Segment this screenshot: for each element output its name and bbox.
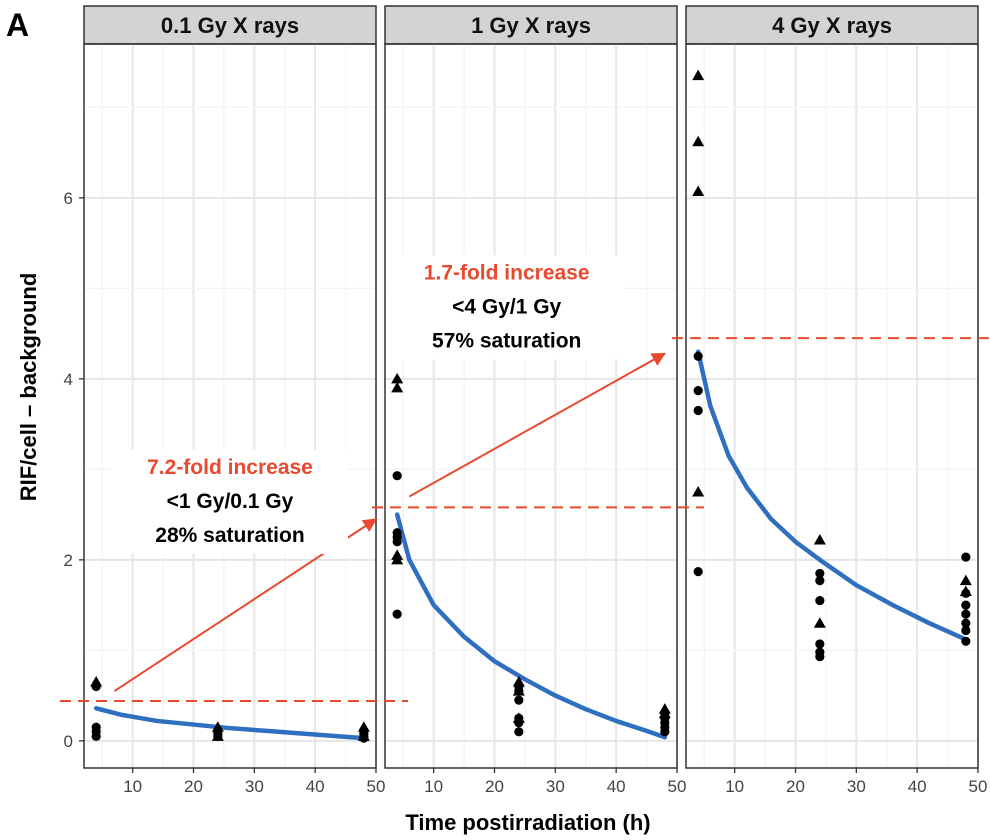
annotation-background: [388, 255, 625, 360]
data-point-circle: [693, 405, 703, 416]
data-point-triangle: [90, 676, 103, 687]
data-point-circle: [815, 639, 825, 649]
data-point-triangle: [692, 135, 705, 147]
facet-panel: 0.1 Gy X rays 10 20 30 40 50: [83, 5, 386, 796]
data-point-triangle: [959, 574, 972, 586]
data-point-triangle: [357, 730, 370, 741]
x-tick-label: 30: [546, 777, 565, 796]
fold-increase-arrow: [408, 352, 667, 498]
x-tick-label: 40: [607, 777, 626, 796]
data-point-circle: [392, 609, 402, 619]
x-tick-label: 20: [485, 777, 504, 796]
y-tick-label: 0: [64, 732, 73, 751]
x-tick-label: 50: [668, 777, 687, 796]
facet-title: 0.1 Gy X rays: [161, 13, 299, 38]
grid: [84, 44, 377, 768]
panel-border: [83, 43, 377, 769]
y-tick-label: 2: [64, 551, 73, 570]
facet-strip: [685, 5, 979, 45]
data-point-circle: [91, 731, 101, 741]
data-point-circle: [961, 625, 971, 636]
data-point-circle: [961, 600, 971, 610]
annotation-detail-text: 57% saturation: [432, 329, 581, 352]
data-point-circle: [961, 609, 971, 619]
data-point-triangle: [391, 553, 404, 565]
x-tick-label: 10: [725, 777, 744, 796]
data-point-triangle: [692, 185, 705, 197]
facet-title: 4 Gy X rays: [772, 13, 892, 38]
data-point-triangle: [692, 485, 705, 497]
fit-curve: [695, 349, 969, 642]
annotation-detail-text: <4 Gy/1 Gy: [452, 295, 561, 318]
data-point-triangle: [391, 381, 404, 393]
data-point-circle: [392, 471, 402, 481]
data-point-triangle: [813, 533, 826, 545]
y-tick-label: 4: [64, 370, 73, 389]
data-point-circle: [815, 576, 825, 586]
data-point-triangle: [959, 585, 972, 597]
fit-curve: [394, 512, 668, 740]
data-point-triangle: [391, 372, 404, 384]
grid: [385, 44, 678, 768]
annotation-background: [112, 449, 348, 554]
facet-panel: 1 Gy X rays 10 20 30 40 50: [384, 5, 687, 796]
x-tick-label: 20: [786, 777, 805, 796]
data-point-triangle: [692, 69, 705, 81]
data-point-circle: [660, 727, 670, 737]
panel-border: [685, 43, 979, 769]
data-point-circle: [693, 386, 703, 396]
data-point-circle: [815, 568, 825, 579]
data-point-triangle: [813, 617, 826, 628]
fold-increase-annotation: 7.2-fold increase <1 Gy/0.1 Gy 28% saturat…: [112, 449, 348, 554]
data-point-circle: [815, 652, 825, 662]
annotation-fold-text: 7.2-fold increase: [147, 456, 313, 479]
data-point-circle: [961, 618, 971, 628]
data-point-circle: [815, 595, 825, 606]
x-tick-label: 10: [424, 777, 443, 796]
data-point-circle: [961, 552, 971, 562]
x-tick-label: 10: [123, 777, 142, 796]
facet-strip: [83, 5, 377, 45]
data-point-circle: [514, 727, 524, 737]
y-tick-label: 6: [64, 189, 73, 208]
x-axis-title: Time postirradiation (h): [405, 810, 650, 835]
x-tick-label: 40: [306, 777, 325, 796]
data-point-triangle: [512, 712, 525, 723]
data-point-triangle: [512, 676, 525, 687]
annotation-detail-text: 28% saturation: [155, 524, 304, 547]
y-axis-title: RIF/cell – background: [16, 273, 41, 502]
annotation-detail-text: <1 Gy/0.1 Gy: [167, 490, 294, 513]
data-point-circle: [693, 567, 703, 577]
panel-tag: A: [6, 7, 29, 43]
facet-title: 1 Gy X rays: [471, 13, 591, 38]
x-tick-label: 40: [908, 777, 927, 796]
data-point-triangle: [512, 685, 525, 696]
x-tick-label: 50: [367, 777, 386, 796]
fold-increase-annotation: 1.7-fold increase <4 Gy/1 Gy 57% saturatio…: [388, 255, 625, 360]
data-point-circle: [392, 537, 402, 547]
panel-border: [384, 43, 678, 769]
x-tick-label: 50: [969, 777, 988, 796]
data-point-circle: [514, 695, 524, 705]
facet-panel: 4 Gy X rays 10 20 30 40 50: [685, 5, 988, 796]
grid: [686, 44, 979, 768]
data-point-triangle: [357, 721, 370, 732]
data-point-circle: [961, 636, 971, 646]
facet-strip: [384, 5, 678, 45]
data-point-triangle: [658, 707, 671, 719]
data-point-circle: [693, 351, 703, 361]
data-point-triangle: [211, 730, 224, 741]
x-tick-label: 30: [245, 777, 264, 796]
annotation-layer: 7.2-fold increase <1 Gy/0.1 Gy 28% saturat…: [60, 255, 990, 703]
x-tick-label: 30: [847, 777, 866, 796]
annotation-fold-text: 1.7-fold increase: [424, 261, 590, 284]
fit-curve: [93, 706, 367, 741]
data-point-triangle: [211, 721, 224, 732]
x-tick-label: 20: [184, 777, 203, 796]
